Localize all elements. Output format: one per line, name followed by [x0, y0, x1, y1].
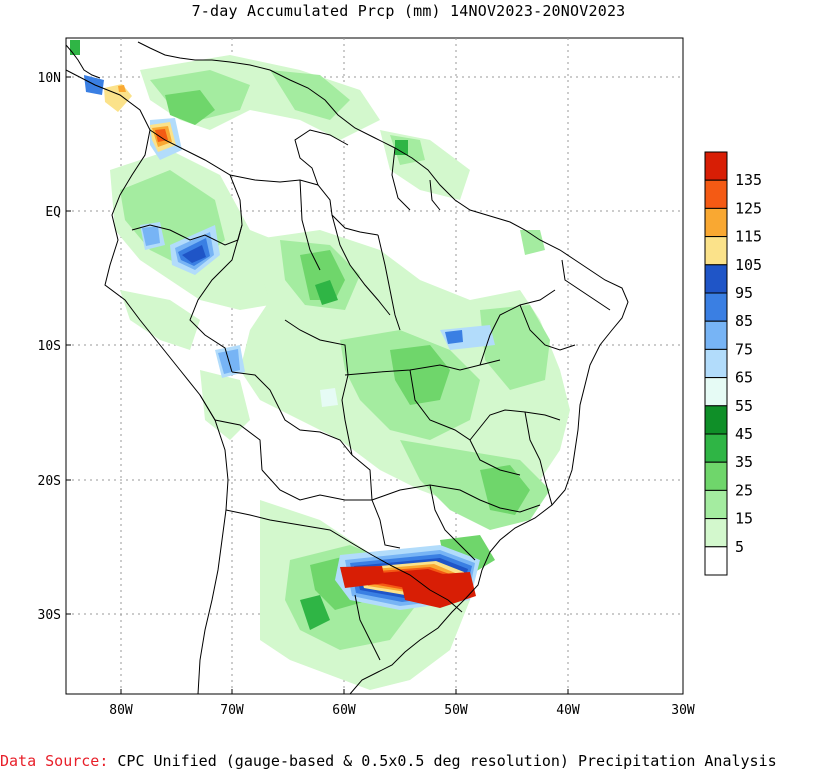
legend-label: 5	[735, 538, 744, 556]
data-source-label: Data Source:	[0, 752, 109, 770]
legend-label: 105	[735, 256, 762, 274]
legend-color-box	[704, 546, 728, 576]
legend-label: 85	[735, 312, 753, 330]
legend-color-box	[704, 179, 728, 209]
legend-label: 45	[735, 425, 753, 443]
legend-color-box	[704, 236, 728, 266]
legend-color-box	[704, 405, 728, 435]
color-legend: 135 125 115 105 95 85 75 65 55 45 35 25 15 5	[704, 151, 762, 576]
legend-color-box	[704, 292, 728, 322]
lon-tick-label: 80W	[109, 703, 133, 718]
legend-color-boxes	[704, 151, 728, 576]
legend-label: 25	[735, 481, 753, 499]
lon-tick-label: 50W	[444, 703, 468, 718]
data-source-text: CPC Unified (gauge-based & 0.5x0.5 deg r…	[108, 752, 777, 770]
legend-color-box	[704, 461, 728, 491]
legend-color-box	[704, 489, 728, 520]
legend-label: 65	[735, 369, 753, 387]
legend-color-box	[704, 377, 728, 407]
map-title: 7-day Accumulated Prcp (mm) 14NOV2023-20…	[191, 2, 626, 20]
precip-shading	[70, 40, 570, 690]
legend-label: 75	[735, 340, 753, 358]
coastlines-borders	[66, 41, 629, 694]
legend-color-box	[704, 348, 728, 379]
lat-tick-label: 10N	[38, 71, 61, 86]
legend-label: 125	[735, 199, 762, 217]
legend-color-box	[704, 151, 728, 181]
lon-tick-label: 40W	[556, 703, 580, 718]
lon-tick-label: 60W	[332, 703, 356, 718]
legend-labels: 135 125 115 105 95 85 75 65 55 45 35 25 15 5	[735, 171, 762, 556]
lat-tick-label: 20S	[38, 474, 61, 489]
axis-ticks	[66, 76, 569, 694]
legend-label: 135	[735, 171, 762, 189]
lat-tick-label: 30S	[38, 608, 61, 623]
lon-tick-label: 70W	[220, 703, 244, 718]
lat-tick-label: 10S	[38, 339, 61, 354]
legend-label: 15	[735, 510, 753, 528]
legend-color-box	[704, 433, 728, 463]
data-source-note: Data Source: CPC Unified (gauge-based & …	[0, 752, 817, 770]
legend-label: 35	[735, 453, 753, 471]
lat-tick-label: EQ	[45, 205, 61, 220]
legend-label: 115	[735, 228, 762, 246]
legend-color-box	[704, 264, 728, 294]
legend-color-box	[704, 320, 728, 350]
legend-color-box	[704, 518, 728, 548]
legend-label: 55	[735, 397, 753, 415]
lon-tick-label: 30W	[671, 703, 695, 718]
legend-label: 95	[735, 284, 753, 302]
legend-color-box	[704, 207, 728, 238]
